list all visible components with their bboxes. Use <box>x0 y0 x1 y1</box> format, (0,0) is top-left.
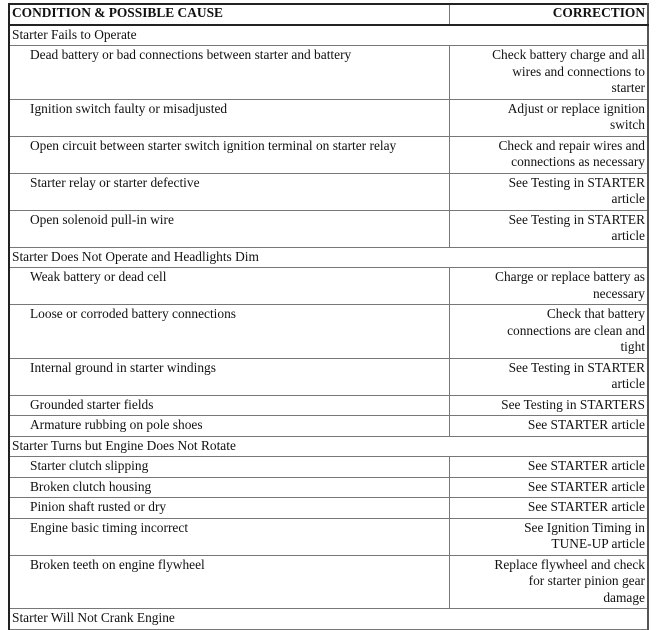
cause-cell: Starter clutch slipping <box>9 456 450 478</box>
table-row: Broken clutch housing See STARTER article <box>9 477 648 498</box>
section-title: Starter Will Not Crank Engine <box>9 608 648 630</box>
section-title: Starter Fails to Operate <box>9 24 648 46</box>
table-row: Engine basic timing incorrect See Ignitio… <box>9 518 648 556</box>
correction-cell: Adjust or replace ignition switch <box>449 99 648 137</box>
cause-cell: Loose or corroded battery connections <box>9 304 450 359</box>
cause-cell: Broken teeth on engine flywheel <box>9 555 450 609</box>
section-title: Starter Does Not Operate and Headlights … <box>9 247 648 268</box>
table-row: Loose or corroded battery connections Che… <box>9 304 648 359</box>
cause-cell: Open circuit between starter switch igni… <box>9 136 450 174</box>
table-row: Pinion shaft rusted or dry See STARTER ar… <box>9 497 648 519</box>
correction-cell: Charge or replace battery as necessary <box>449 267 648 305</box>
table-row: Open circuit between starter switch igni… <box>9 136 648 174</box>
section-row: Starter Fails to Operate <box>9 24 648 46</box>
cause-cell: Ignition switch faulty or misadjusted <box>9 99 450 137</box>
correction-cell: See Ignition Timing in TUNE-UP article <box>449 518 648 556</box>
table-row: Broken teeth on engine flywheel Replace f… <box>9 555 648 609</box>
correction-cell: See Testing in STARTERS <box>449 395 648 416</box>
correction-cell: See STARTER article <box>449 456 648 478</box>
correction-cell: See STARTER article <box>449 477 648 498</box>
table-row: Dead battery or bad connections between … <box>9 45 648 100</box>
cause-cell: Internal ground in starter windings <box>9 358 450 396</box>
table-row: Armature rubbing on pole shoes See STARTE… <box>9 415 648 437</box>
cause-cell: Engine basic timing incorrect <box>9 518 450 556</box>
section-row: Starter Will Not Crank Engine <box>9 608 648 630</box>
cause-cell: Grounded starter fields <box>9 395 450 416</box>
correction-cell: Check and repair wires and connections a… <box>449 136 648 174</box>
section-title: Starter Turns but Engine Does Not Rotate <box>9 436 648 457</box>
cause-cell: Starter relay or starter defective <box>9 173 450 211</box>
table-row: Starter clutch slipping See STARTER artic… <box>9 456 648 478</box>
correction-cell: See Testing in STARTER article <box>449 358 648 396</box>
header-condition: CONDITION & POSSIBLE CAUSE <box>9 4 450 26</box>
cause-cell: Dead battery or bad connections between … <box>9 45 450 100</box>
table-row: Ignition switch faulty or misadjusted Adj… <box>9 99 648 137</box>
cause-cell: Open solenoid pull-in wire <box>9 210 450 248</box>
section-row: Starter Turns but Engine Does Not Rotate <box>9 436 648 457</box>
correction-cell: See Testing in STARTER article <box>449 173 648 211</box>
correction-cell: Check battery charge and all wires and c… <box>449 45 648 100</box>
cause-cell: Armature rubbing on pole shoes <box>9 415 450 437</box>
table-row: Open solenoid pull-in wire See Testing in… <box>9 210 648 248</box>
cause-cell: Broken clutch housing <box>9 477 450 498</box>
troubleshooting-table: CONDITION & POSSIBLE CAUSE CORRECTION St… <box>8 3 649 630</box>
header-correction: CORRECTION <box>449 4 648 26</box>
section-row: Starter Does Not Operate and Headlights … <box>9 247 648 268</box>
table-row: Grounded starter fields See Testing in ST… <box>9 395 648 416</box>
table-row: Weak battery or dead cell Charge or repla… <box>9 267 648 305</box>
cause-cell: Weak battery or dead cell <box>9 267 450 305</box>
correction-cell: See STARTER article <box>449 497 648 519</box>
troubleshooting-document: CONDITION & POSSIBLE CAUSE CORRECTION St… <box>8 3 649 630</box>
correction-cell: Check that battery connections are clean… <box>449 304 648 359</box>
table-row: Internal ground in starter windings See T… <box>9 358 648 396</box>
table-row: Starter relay or starter defective See Te… <box>9 173 648 211</box>
table-header-row: CONDITION & POSSIBLE CAUSE CORRECTION <box>9 4 648 26</box>
correction-cell: See Testing in STARTER article <box>449 210 648 248</box>
correction-cell: See STARTER article <box>449 415 648 437</box>
cause-cell: Pinion shaft rusted or dry <box>9 497 450 519</box>
correction-cell: Replace flywheel and check for starter p… <box>449 555 648 609</box>
